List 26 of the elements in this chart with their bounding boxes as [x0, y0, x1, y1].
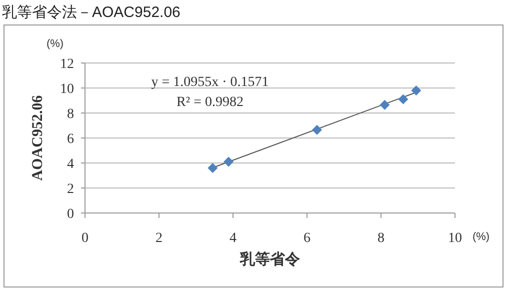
x-tick-label: 0	[82, 231, 88, 246]
x-tick-label: 2	[156, 231, 162, 246]
y-tick-label: 0	[67, 207, 74, 222]
x-tick-label: 6	[304, 231, 310, 246]
x-tick-label: 10	[448, 231, 462, 246]
text: (%)	[46, 38, 64, 50]
y-axis-title: AOAC952.06	[30, 94, 46, 181]
x-tick-label: 8	[378, 231, 384, 246]
annotation: R² = 0.9982	[176, 95, 244, 110]
x-axis-title: 乳等省令	[239, 251, 301, 268]
point	[224, 156, 234, 167]
point	[312, 124, 322, 135]
annotation: y = 1.0955x · 0.1571	[151, 75, 269, 90]
y-tick-label: 8	[67, 107, 74, 122]
y-tick-label: 12	[60, 57, 74, 72]
y-tick-label: 6	[67, 132, 74, 147]
y-tick-label: 10	[60, 82, 74, 97]
point	[411, 86, 422, 96]
x-tick-label: 4	[230, 231, 236, 246]
chart-title: 乳等省令法－AOAC952.06	[2, 4, 180, 21]
text: (%)	[472, 231, 490, 243]
y-tick-label: 2	[67, 182, 74, 197]
y-tick-label: 4	[67, 157, 74, 172]
point	[398, 94, 408, 104]
point	[380, 100, 390, 110]
point	[208, 163, 218, 173]
